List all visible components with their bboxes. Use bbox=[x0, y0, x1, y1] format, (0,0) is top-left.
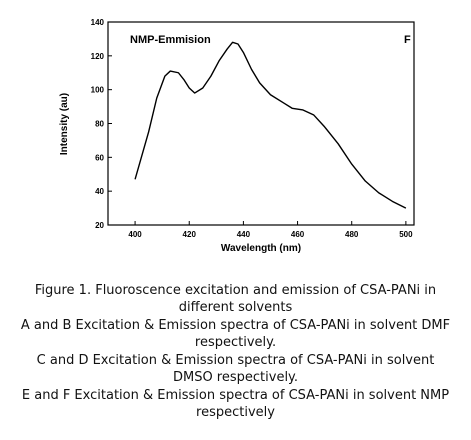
plot-frame bbox=[107, 21, 415, 226]
y-tick-label: 80 bbox=[95, 120, 104, 129]
x-axis-label: Wavelength (nm) bbox=[221, 243, 301, 254]
y-tick-label: 40 bbox=[95, 187, 104, 196]
caption-line: E and F Excitation & Emission spectra of… bbox=[21, 388, 450, 420]
caption-line: Figure 1. Fluoroscence excitation and em… bbox=[34, 283, 437, 315]
caption: Figure 1. Fluoroscence excitation and em… bbox=[15, 282, 456, 422]
chart-subtitle: NMP-Emmision bbox=[130, 34, 211, 46]
x-tick-label: 480 bbox=[345, 230, 359, 239]
caption-line: C and D Excitation & Emission spectra of… bbox=[36, 353, 435, 385]
chart: NMP-Emmision F Wavelength (nm) Intensity… bbox=[59, 18, 415, 254]
x-tick-label: 460 bbox=[291, 230, 305, 239]
y-tick-label: 120 bbox=[91, 52, 105, 61]
y-axis-label: Intensity (au) bbox=[59, 93, 70, 155]
y-tick-label: 140 bbox=[91, 18, 105, 27]
x-tick-label: 440 bbox=[237, 230, 251, 239]
y-tick-label: 60 bbox=[95, 153, 104, 162]
caption-line: A and B Excitation & Emission spectra of… bbox=[20, 318, 451, 350]
y-tick-label: 20 bbox=[95, 221, 104, 230]
x-tick-label: 420 bbox=[183, 230, 197, 239]
panel-label: F bbox=[404, 34, 411, 46]
x-tick-label: 400 bbox=[128, 230, 142, 239]
spectrum-line bbox=[134, 41, 407, 209]
x-tick-label: 500 bbox=[399, 230, 413, 239]
y-tick-label: 100 bbox=[91, 86, 105, 95]
